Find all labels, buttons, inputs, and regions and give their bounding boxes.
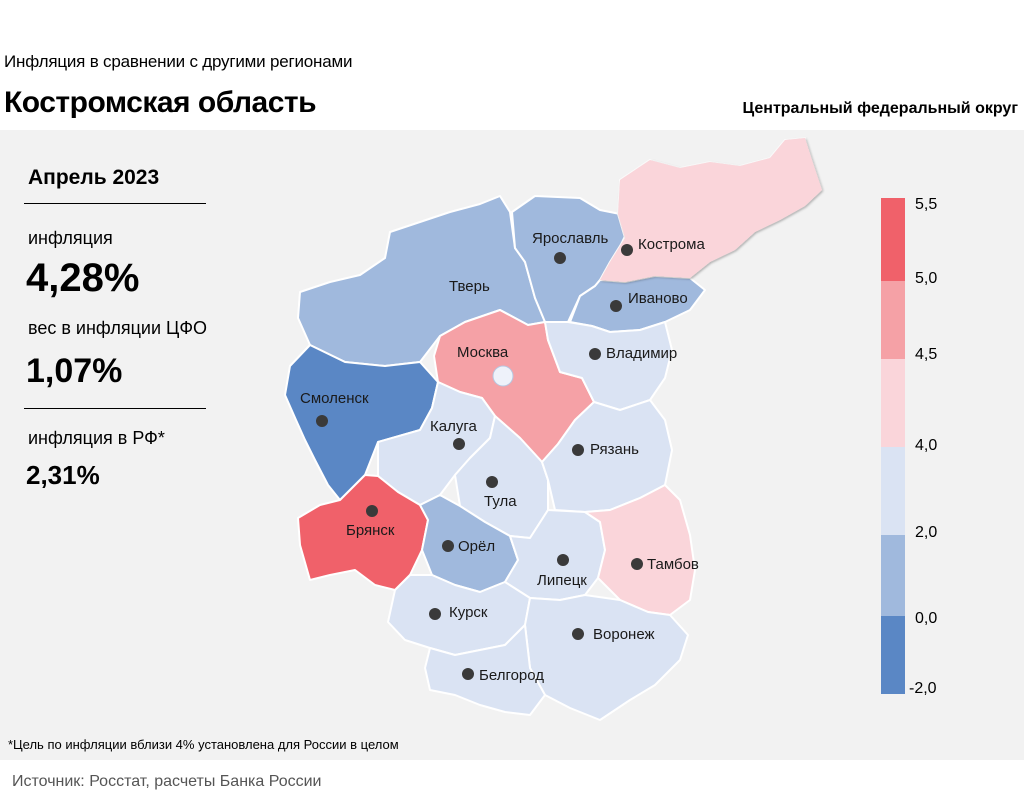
region-map: Кострома Ярославль Иваново Тверь Москва …	[284, 137, 905, 721]
rf-inflation-label: инфляция в РФ*	[28, 428, 165, 448]
city-dot-kursk	[429, 608, 441, 620]
city-dot-ryazan	[572, 444, 584, 456]
chart-subtitle: Инфляция в сравнении с другими регионами	[4, 52, 353, 71]
rf-inflation-value: 2,31%	[26, 460, 100, 490]
city-dot-tambov	[631, 558, 643, 570]
weight-value: 1,07%	[26, 352, 123, 390]
city-dot-bryansk	[366, 505, 378, 517]
label-tambov: Тамбов	[647, 556, 699, 573]
region-vladimir[interactable]	[544, 321, 673, 411]
label-yaroslavl: Ярославль	[532, 230, 608, 247]
legend-label: -2,0	[909, 680, 937, 697]
legend-label: 5,0	[915, 270, 938, 287]
city-dot-voronezh	[572, 628, 584, 640]
city-dot-vladimir	[589, 348, 601, 360]
legend-label: 4,5	[915, 346, 938, 363]
city-dot-belgorod	[462, 668, 474, 680]
legend-label: 2,0	[915, 524, 938, 541]
legend-label: 5,5	[915, 196, 938, 213]
legend-band	[881, 616, 905, 694]
legend-band	[881, 198, 905, 281]
city-dot-orel	[442, 540, 454, 552]
city-markers	[316, 244, 643, 680]
city-dot-smolensk	[316, 415, 328, 427]
label-orel: Орёл	[458, 538, 495, 555]
city-dot-kaluga	[453, 438, 465, 450]
weight-label: вес в инфляции ЦФО	[28, 318, 208, 338]
city-dot-yaroslavl	[554, 252, 566, 264]
divider	[24, 203, 206, 204]
legend-label: 0,0	[915, 610, 938, 627]
city-dot-kostroma	[621, 244, 633, 256]
legend-band	[881, 535, 905, 616]
label-tver: Тверь	[449, 278, 490, 295]
legend-label: 4,0	[915, 437, 938, 454]
label-kaluga: Калуга	[430, 418, 477, 435]
page-title: Костромская область	[4, 86, 317, 119]
label-lipetsk: Липецк	[537, 572, 587, 589]
color-legend	[881, 198, 905, 694]
divider	[24, 408, 206, 409]
inflation-value: 4,28%	[26, 256, 140, 300]
district-title: Центральный федеральный округ	[742, 100, 1019, 117]
label-ryazan: Рязань	[590, 441, 639, 458]
city-dot-lipetsk	[557, 554, 569, 566]
label-ivanovo: Иваново	[628, 290, 688, 307]
label-voronezh: Воронеж	[593, 626, 655, 643]
moscow-city-marker	[492, 365, 514, 387]
region-tambov[interactable]	[584, 484, 696, 616]
label-bryansk: Брянск	[346, 522, 395, 539]
stats-panel: Апрель 2023 инфляция 4,28% вес в инфляци…	[0, 130, 230, 530]
legend-band	[881, 281, 905, 359]
source-note: Источник: Росстат, расчеты Банка России	[12, 773, 322, 790]
label-kursk: Курск	[449, 604, 488, 621]
region-voronezh[interactable]	[524, 594, 689, 721]
label-belgorod: Белгород	[479, 667, 544, 684]
period-label: Апрель 2023	[28, 166, 160, 189]
legend-band	[881, 447, 905, 535]
label-moscow: Москва	[457, 344, 509, 361]
footnote: *Цель по инфляции вблизи 4% установлена …	[8, 737, 399, 752]
inflation-label: инфляция	[28, 228, 113, 248]
label-smolensk: Смоленск	[300, 390, 369, 407]
region-belgorod[interactable]	[424, 624, 546, 716]
legend-band	[881, 359, 905, 447]
label-vladimir: Владимир	[606, 345, 677, 362]
label-kostroma: Кострома	[638, 236, 705, 253]
city-dot-tula	[486, 476, 498, 488]
label-tula: Тула	[484, 493, 517, 510]
city-dot-ivanovo	[610, 300, 622, 312]
